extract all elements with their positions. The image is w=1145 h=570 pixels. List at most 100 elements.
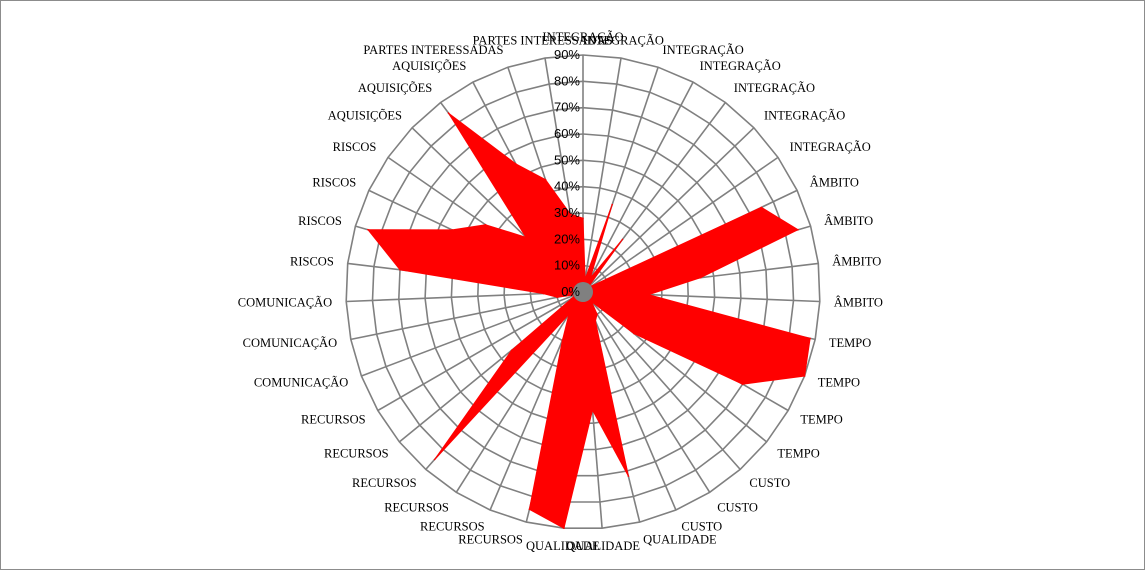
- data-point-9: [699, 276, 702, 279]
- spoke-17: [582, 291, 677, 511]
- center-hub: [573, 282, 593, 302]
- category-label-38: PARTES INTERESSADAS: [473, 33, 613, 47]
- series-area-0: [366, 112, 811, 529]
- data-point-34: [525, 236, 527, 239]
- data-point-7: [760, 206, 763, 209]
- tick-label-7: 70%: [554, 100, 580, 115]
- data-point-25: [510, 349, 513, 352]
- data-point-10: [648, 293, 650, 296]
- category-label-25: RECURSOS: [324, 446, 389, 460]
- category-label-6: INTEGRAÇÃO: [790, 140, 871, 154]
- data-point-1: [584, 278, 586, 280]
- data-point-17: [594, 320, 597, 322]
- tick-label-8: 80%: [554, 73, 580, 88]
- data-point-33: [484, 223, 487, 226]
- category-label-10: ÂMBITO: [834, 295, 883, 309]
- data-point-23: [568, 313, 570, 316]
- spoke-3: [582, 81, 694, 293]
- category-labels: INTEGRAÇÃOINTEGRAÇÃOINTEGRAÇÃOINTEGRAÇÃO…: [238, 30, 883, 553]
- tick-labels: 0% 10% 20% 30% 40% 50% 60% 70% 80% 90%: [554, 47, 580, 299]
- category-label-24: RECURSOS: [352, 476, 417, 490]
- grid-ring-8: [371, 80, 795, 503]
- data-point-2: [611, 203, 613, 206]
- category-label-35: AQUISIÇÕES: [358, 81, 432, 95]
- data-point-26: [570, 297, 573, 300]
- category-label-28: COMUNICAÇÃO: [243, 336, 337, 350]
- spoke-28: [350, 291, 584, 341]
- category-label-2: INTEGRAÇÃO: [663, 43, 744, 57]
- category-label-23: RECURSOS: [384, 501, 449, 515]
- data-point-0: [582, 217, 584, 220]
- data-point-38: [569, 213, 572, 215]
- category-label-1: INTEGRAÇÃO: [583, 33, 664, 47]
- tick-label-2: 20%: [554, 231, 580, 246]
- category-label-26: RECURSOS: [301, 413, 366, 427]
- data-point-3: [589, 277, 592, 279]
- data-point-11: [809, 337, 811, 340]
- data-point-14: [633, 332, 635, 335]
- category-label-30: RISCOS: [290, 254, 334, 268]
- data-point-18: [627, 475, 630, 477]
- tick-label-4: 40%: [554, 179, 580, 194]
- hub-layer: [573, 282, 593, 302]
- data-point-31: [367, 228, 369, 231]
- spoke-5: [582, 127, 755, 293]
- category-label-7: ÂMBITO: [810, 176, 859, 190]
- spoke-15: [582, 291, 741, 470]
- category-label-21: RECURSOS: [458, 533, 523, 547]
- spoke-6: [582, 156, 779, 293]
- tick-label-5: 50%: [554, 152, 580, 167]
- category-label-13: TEMPO: [800, 413, 842, 427]
- data-point-8: [797, 228, 799, 231]
- category-label-31: RISCOS: [298, 214, 342, 228]
- data-point-24: [433, 458, 436, 461]
- category-label-12: TEMPO: [818, 375, 860, 389]
- category-label-36: AQUISIÇÕES: [392, 59, 466, 73]
- category-label-16: CUSTO: [717, 501, 758, 515]
- data-point-6: [590, 285, 593, 287]
- grid-ring-9: [345, 54, 821, 530]
- spoke-27: [361, 291, 584, 377]
- category-label-0: INTEGRAÇÃO: [542, 30, 623, 44]
- category-label-17: CUSTO: [681, 520, 722, 534]
- tick-label-6: 60%: [554, 126, 580, 141]
- category-label-11: TEMPO: [829, 336, 871, 350]
- category-label-33: RISCOS: [333, 140, 377, 154]
- category-label-9: ÂMBITO: [832, 254, 881, 268]
- category-label-3: INTEGRAÇÃO: [700, 59, 781, 73]
- spoke-26: [377, 291, 584, 412]
- data-point-36: [514, 163, 517, 165]
- tick-label-3: 30%: [554, 205, 580, 220]
- data-point-37: [544, 178, 547, 181]
- category-label-15: CUSTO: [749, 476, 790, 490]
- category-label-19: QUALIDADE: [566, 539, 640, 553]
- data-point-12: [803, 375, 806, 377]
- data-point-21: [528, 508, 531, 511]
- series-layer: [366, 112, 811, 529]
- category-label-37: PARTES INTERESSADAS: [363, 43, 503, 57]
- tick-label-0: 0%: [561, 284, 580, 299]
- category-label-34: AQUISIÇÕES: [328, 108, 402, 122]
- tick-label-9: 90%: [554, 47, 580, 62]
- spoke-16: [582, 291, 711, 493]
- data-point-29: [542, 292, 545, 295]
- category-label-8: ÂMBITO: [824, 214, 873, 228]
- data-point-4: [621, 238, 624, 241]
- data-point-35: [447, 112, 450, 114]
- data-point-20: [563, 527, 565, 529]
- category-label-5: INTEGRAÇÃO: [764, 108, 845, 122]
- category-label-20: QUALIDADE: [526, 539, 600, 553]
- category-label-14: TEMPO: [777, 446, 819, 460]
- data-point-30: [399, 269, 401, 271]
- data-point-13: [741, 383, 744, 386]
- data-point-32: [451, 229, 454, 231]
- category-label-22: RECURSOS: [420, 520, 485, 534]
- category-label-29: COMUNICAÇÃO: [238, 295, 332, 309]
- tick-label-1: 10%: [554, 258, 580, 273]
- grid-ring-7: [397, 106, 769, 477]
- category-label-18: QUALIDADE: [643, 533, 717, 547]
- data-point-22: [561, 339, 564, 342]
- data-point-16: [596, 313, 598, 316]
- spoke-23: [455, 291, 584, 493]
